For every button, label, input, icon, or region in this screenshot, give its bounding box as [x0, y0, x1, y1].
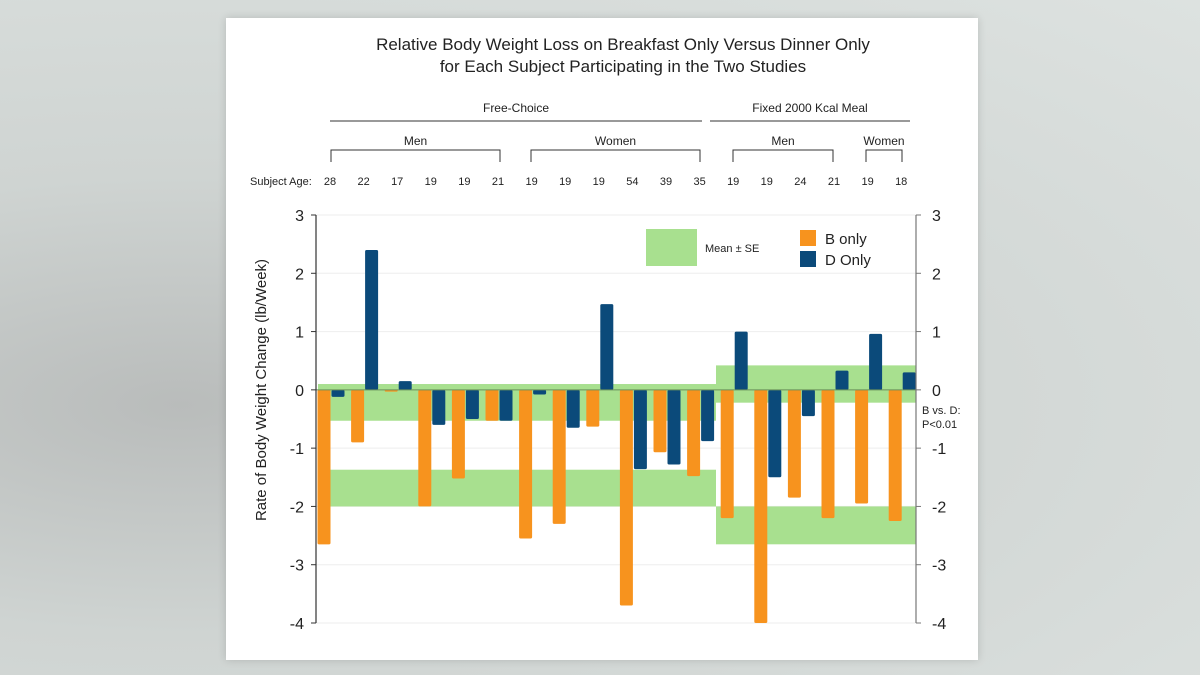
- bar-b-only: [317, 389, 331, 545]
- bar-d-only: [331, 389, 345, 397]
- subgroup-label: Women: [595, 134, 636, 148]
- subgroup-label: Women: [863, 134, 904, 148]
- bar-b-only: [451, 389, 465, 479]
- subject-age: 19: [593, 176, 605, 188]
- y-tick-left: 3: [295, 208, 304, 225]
- bar-b-only: [586, 389, 600, 427]
- subject-age-label: Subject Age:: [250, 176, 312, 188]
- subject-age: 35: [693, 176, 705, 188]
- bar-b-only: [855, 389, 869, 504]
- subgroup-bracket: [530, 149, 701, 162]
- y-tick-right: -2: [932, 499, 946, 516]
- bar-d-only: [869, 333, 883, 390]
- y-tick-left: 1: [295, 325, 304, 342]
- legend-band-swatch: [646, 229, 697, 266]
- y-tick-left: -2: [290, 499, 304, 516]
- subgroup-bracket: [330, 149, 501, 162]
- bar-b-only: [787, 389, 801, 498]
- subject-age: 19: [727, 176, 739, 188]
- bar-d-only: [600, 304, 614, 390]
- bar-b-only: [619, 389, 633, 606]
- subject-age: 19: [861, 176, 873, 188]
- bar-b-only: [552, 389, 566, 524]
- y-axis-label: Rate of Body Weight Change (lb/Week): [253, 259, 270, 521]
- bar-d-only: [499, 389, 513, 421]
- y-tick-right: 2: [932, 266, 941, 283]
- subgroup-bracket: [865, 149, 903, 162]
- subject-age: 39: [660, 176, 672, 188]
- legend-band-label: Mean ± SE: [705, 243, 759, 255]
- annotation-line-1: B vs. D:: [922, 405, 961, 417]
- bar-d-only: [667, 389, 681, 465]
- group-label: Fixed 2000 Kcal Meal: [752, 101, 867, 115]
- y-tick-left: 2: [295, 266, 304, 283]
- bar-d-only: [768, 389, 782, 478]
- subject-age: 19: [458, 176, 470, 188]
- bar-d-only: [734, 331, 748, 390]
- legend-swatch: [800, 230, 816, 246]
- bar-d-only: [701, 389, 715, 442]
- bar-b-only: [519, 389, 533, 539]
- bar-d-only: [398, 381, 412, 390]
- y-tick-left: 0: [295, 383, 304, 400]
- subject-age: 18: [895, 176, 907, 188]
- y-tick-right: -4: [932, 616, 946, 633]
- y-tick-right: -1: [932, 441, 946, 458]
- y-tick-left: -1: [290, 441, 304, 458]
- chart-title-line-2: for Each Subject Participating in the Tw…: [440, 57, 806, 76]
- mean-se-band: [716, 365, 916, 403]
- y-tick-left: -4: [290, 616, 304, 633]
- y-tick-right: -3: [932, 558, 946, 575]
- bar-b-only: [653, 389, 667, 453]
- chart-title-line-1: Relative Body Weight Loss on Breakfast O…: [376, 35, 870, 54]
- bar-b-only: [351, 389, 365, 443]
- subject-age: 28: [324, 176, 336, 188]
- mean-se-band: [716, 506, 916, 545]
- bar-b-only: [485, 389, 499, 421]
- bar-b-only: [687, 389, 701, 477]
- y-tick-right: 0: [932, 383, 941, 400]
- annotation-line-2: P<0.01: [922, 419, 957, 431]
- subgroup-label: Men: [404, 134, 427, 148]
- subgroup-label: Men: [771, 134, 794, 148]
- bar-d-only: [465, 389, 479, 419]
- subgroup-bracket: [732, 149, 834, 162]
- y-tick-right: 1: [932, 325, 941, 342]
- subject-age: 54: [626, 176, 638, 188]
- subject-age: 24: [794, 176, 806, 188]
- bar-b-only: [720, 389, 734, 519]
- legend-swatch: [800, 251, 816, 267]
- bar-d-only: [533, 389, 547, 395]
- subject-age: 19: [559, 176, 571, 188]
- subject-age: 19: [525, 176, 537, 188]
- subject-age: 19: [761, 176, 773, 188]
- bar-b-only: [418, 389, 432, 507]
- group-label: Free-Choice: [483, 101, 549, 115]
- y-tick-left: -3: [290, 558, 304, 575]
- bar-b-only: [888, 389, 902, 521]
- bar-d-only: [835, 370, 849, 390]
- bar-d-only: [633, 389, 647, 470]
- bar-b-only: [754, 389, 768, 623]
- bar-d-only: [801, 389, 815, 417]
- bar-d-only: [432, 389, 446, 425]
- subject-age: 17: [391, 176, 403, 188]
- subject-age: 19: [425, 176, 437, 188]
- bar-b-only: [821, 389, 835, 519]
- legend-label: D Only: [825, 252, 871, 269]
- subject-age: 21: [492, 176, 504, 188]
- bar-d-only: [902, 372, 916, 390]
- subject-age: 21: [828, 176, 840, 188]
- subject-age: 22: [357, 176, 369, 188]
- mean-se-band: [318, 469, 716, 507]
- bar-d-only: [365, 249, 379, 390]
- legend-label: B only: [825, 231, 867, 248]
- bar-d-only: [566, 389, 580, 428]
- y-tick-right: 3: [932, 208, 941, 225]
